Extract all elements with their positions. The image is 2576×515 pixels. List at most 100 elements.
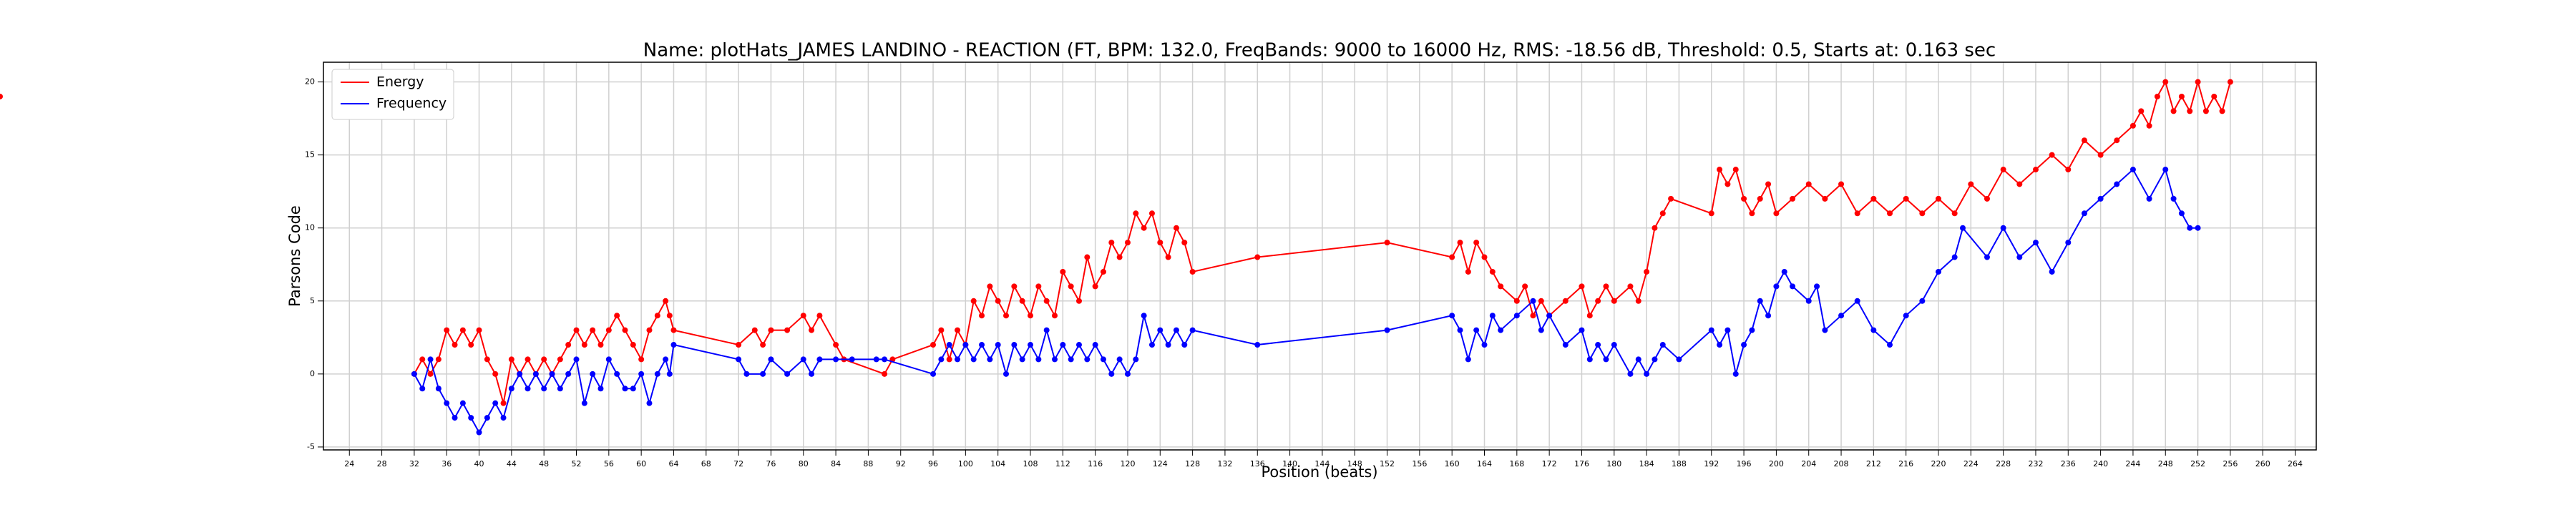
- point: [427, 356, 434, 363]
- point: [1498, 327, 1504, 333]
- point: [1586, 313, 1593, 319]
- point: [946, 356, 952, 363]
- point: [1141, 313, 1147, 319]
- x-tick-label: 36: [441, 459, 452, 469]
- point: [930, 342, 937, 348]
- point: [1181, 240, 1188, 246]
- point: [1668, 195, 1674, 202]
- point: [2211, 93, 2218, 99]
- x-tick-label: 124: [1153, 459, 1168, 469]
- point: [1449, 313, 1455, 319]
- x-tick-label: 164: [1477, 459, 1492, 469]
- point: [1043, 327, 1050, 333]
- point: [995, 342, 1001, 348]
- point: [1075, 342, 1082, 348]
- point: [1781, 268, 1787, 275]
- point: [1717, 167, 1723, 173]
- point: [1562, 298, 1568, 304]
- point: [946, 342, 952, 348]
- point: [565, 342, 572, 348]
- point: [638, 371, 645, 377]
- x-tick-label: 208: [1834, 459, 1849, 469]
- point: [500, 415, 507, 421]
- x-tick-label: 76: [766, 459, 776, 469]
- point: [1546, 313, 1553, 319]
- point: [1635, 298, 1641, 304]
- point: [1644, 268, 1650, 275]
- point: [1003, 313, 1010, 319]
- point: [1805, 298, 1812, 304]
- point: [1903, 195, 1909, 202]
- point: [541, 386, 547, 392]
- point: [1603, 283, 1609, 290]
- point: [1181, 342, 1188, 348]
- point: [2032, 240, 2039, 246]
- point: [1384, 327, 1390, 333]
- point: [1805, 181, 1812, 187]
- x-tick-label: 48: [539, 459, 549, 469]
- point: [1887, 342, 1893, 348]
- point: [736, 342, 742, 348]
- point: [1043, 298, 1050, 304]
- point: [987, 283, 993, 290]
- point: [1936, 195, 1942, 202]
- point: [1903, 313, 1909, 319]
- x-tick-label: 52: [572, 459, 582, 469]
- point: [646, 400, 653, 406]
- point: [1708, 210, 1714, 217]
- point: [1254, 254, 1261, 260]
- point: [1603, 356, 1609, 363]
- point: [532, 371, 539, 377]
- point: [2081, 210, 2087, 217]
- point: [1627, 371, 1634, 377]
- series-line: [414, 79, 2231, 403]
- x-tick-label: 64: [668, 459, 678, 469]
- x-tick-label: 108: [1023, 459, 1038, 469]
- point: [987, 356, 993, 363]
- x-tick-label: 152: [1380, 459, 1395, 469]
- point: [411, 371, 417, 377]
- point: [833, 342, 839, 348]
- point: [995, 298, 1001, 304]
- point: [1068, 283, 1074, 290]
- point: [581, 342, 587, 348]
- x-tick-label: 140: [1282, 459, 1297, 469]
- x-tick-label: 184: [1639, 459, 1654, 469]
- point: [1068, 356, 1074, 363]
- point: [1513, 298, 1520, 304]
- point: [833, 356, 839, 363]
- x-tick-label: 176: [1574, 459, 1589, 469]
- point: [1116, 254, 1123, 260]
- point: [484, 356, 490, 363]
- point: [1765, 313, 1772, 319]
- y-tick-label: 0: [310, 369, 315, 378]
- point: [1481, 254, 1488, 260]
- x-tick-label: 40: [474, 459, 484, 469]
- point: [557, 386, 563, 392]
- point: [1035, 283, 1042, 290]
- point: [444, 400, 450, 406]
- point: [1019, 356, 1025, 363]
- point: [2170, 195, 2177, 202]
- x-tick-label: 220: [1931, 459, 1946, 469]
- point: [809, 371, 815, 377]
- y-tick-label: 5: [310, 296, 315, 305]
- y-tick-label: -5: [307, 442, 315, 451]
- point: [654, 371, 660, 377]
- point: [784, 371, 791, 377]
- point: [1060, 342, 1066, 348]
- x-tick-label: 136: [1250, 459, 1265, 469]
- point: [1984, 254, 1990, 260]
- point: [873, 356, 879, 363]
- point: [1919, 210, 1926, 217]
- point: [1165, 342, 1171, 348]
- point: [970, 298, 977, 304]
- x-tick-label: 224: [1963, 459, 1979, 469]
- point: [459, 327, 466, 333]
- x-tick-label: 168: [1509, 459, 1524, 469]
- point: [468, 415, 474, 421]
- x-tick-label: 148: [1347, 459, 1362, 469]
- point: [2195, 225, 2201, 231]
- point: [1854, 298, 1860, 304]
- point: [955, 356, 961, 363]
